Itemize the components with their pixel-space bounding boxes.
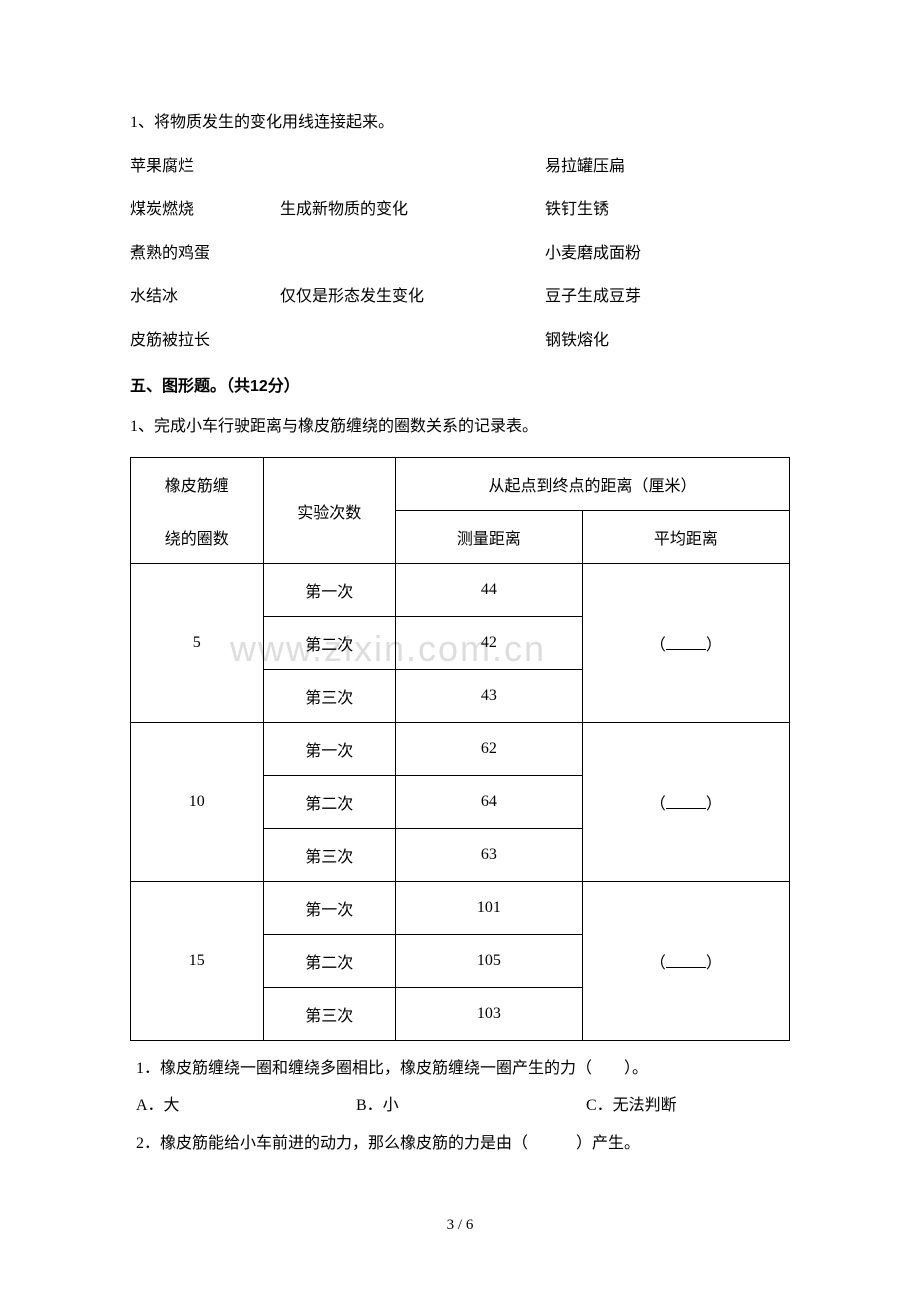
matching-block: 苹果腐烂 易拉罐压扁 煤炭燃烧 生成新物质的变化 铁钉生锈 煮熟的鸡蛋 小麦磨成… (130, 154, 790, 354)
match-left: 皮筋被拉长 (130, 328, 280, 354)
match-left: 煮熟的鸡蛋 (130, 241, 280, 267)
cell-trial: 第二次 (263, 776, 396, 829)
match-left: 苹果腐烂 (130, 154, 280, 180)
th-col1a: 橡皮筋缠 (131, 458, 264, 511)
sub-q1-choices: A．大 B．小 C．无法判断 (130, 1092, 790, 1119)
sub-q1: 1．橡皮筋缠绕一圈和缠绕多圈相比，橡皮筋缠绕一圈产生的力（ ）。 (130, 1055, 790, 1082)
cell-dist: 62 (396, 723, 583, 776)
q5-1-intro: 1、完成小车行驶距离与橡皮筋缠绕的圈数关系的记录表。 (130, 414, 790, 440)
cell-dist: 64 (396, 776, 583, 829)
match-mid: 仅仅是形态发生变化 (280, 284, 545, 310)
cell-avg[interactable]: （） (582, 723, 789, 882)
th-col3: 测量距离 (396, 511, 583, 564)
cell-turns: 10 (131, 723, 264, 882)
match-right: 钢铁熔化 (545, 328, 790, 354)
th-col4: 平均距离 (582, 511, 789, 564)
cell-dist: 63 (396, 829, 583, 882)
cell-trial: 第一次 (263, 882, 396, 935)
match-mid (280, 328, 545, 354)
cell-dist: 105 (396, 935, 583, 988)
match-right: 铁钉生锈 (545, 197, 790, 223)
th-col1b: 绕的圈数 (131, 511, 264, 564)
choice-c: C．无法判断 (586, 1092, 790, 1119)
cell-avg[interactable]: （） (582, 882, 789, 1041)
sub-q2: 2．橡皮筋能给小车前进的动力，那么橡皮筋的力是由（ ）产生。 (130, 1130, 790, 1157)
cell-avg[interactable]: （） (582, 564, 789, 723)
cell-dist: 42 (396, 617, 583, 670)
match-right: 豆子生成豆芽 (545, 284, 790, 310)
q1-intro: 1、将物质发生的变化用线连接起来。 (130, 110, 790, 136)
choice-a: A．大 (136, 1092, 356, 1119)
match-row: 煤炭燃烧 生成新物质的变化 铁钉生锈 (130, 197, 790, 223)
cell-trial: 第二次 (263, 935, 396, 988)
match-right: 小麦磨成面粉 (545, 241, 790, 267)
match-row: 煮熟的鸡蛋 小麦磨成面粉 (130, 241, 790, 267)
cell-trial: 第一次 (263, 564, 396, 617)
match-row: 苹果腐烂 易拉罐压扁 (130, 154, 790, 180)
th-col34-top: 从起点到终点的距离（厘米） (396, 458, 790, 511)
cell-turns: 5 (131, 564, 264, 723)
match-mid (280, 154, 545, 180)
th-col2: 实验次数 (263, 458, 396, 564)
cell-dist: 44 (396, 564, 583, 617)
match-right: 易拉罐压扁 (545, 154, 790, 180)
data-table: 橡皮筋缠 实验次数 从起点到终点的距离（厘米） 绕的圈数 测量距离 平均距离 5… (130, 457, 790, 1041)
cell-turns: 15 (131, 882, 264, 1041)
page-number: 3 / 6 (0, 1217, 920, 1234)
cell-dist: 43 (396, 670, 583, 723)
match-mid: 生成新物质的变化 (280, 197, 545, 223)
match-left: 煤炭燃烧 (130, 197, 280, 223)
cell-trial: 第三次 (263, 670, 396, 723)
match-left: 水结冰 (130, 284, 280, 310)
cell-dist: 101 (396, 882, 583, 935)
cell-trial: 第三次 (263, 829, 396, 882)
cell-trial: 第二次 (263, 617, 396, 670)
choice-b: B．小 (356, 1092, 586, 1119)
match-row: 水结冰 仅仅是形态发生变化 豆子生成豆芽 (130, 284, 790, 310)
cell-dist: 103 (396, 988, 583, 1041)
match-mid (280, 241, 545, 267)
cell-trial: 第三次 (263, 988, 396, 1041)
section-5-title: 五、图形题。（共12分） (130, 372, 790, 396)
cell-trial: 第一次 (263, 723, 396, 776)
match-row: 皮筋被拉长 钢铁熔化 (130, 328, 790, 354)
